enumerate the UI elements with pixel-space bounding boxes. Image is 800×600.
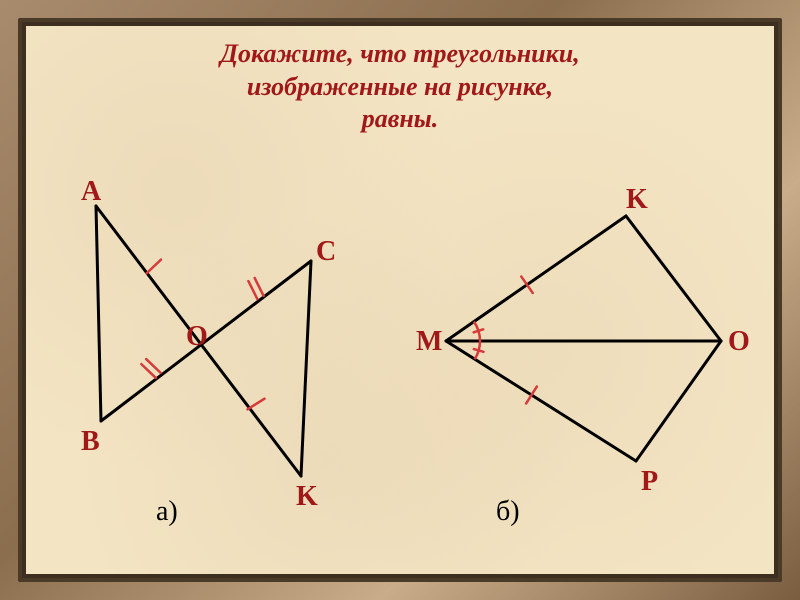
figure-b — [446, 216, 721, 461]
point-label-a-K: K — [296, 481, 318, 513]
point-label-b-P: P — [641, 466, 658, 498]
wooden-frame: Докажите, что треугольники, изображенные… — [0, 0, 800, 600]
canvas: Докажите, что треугольники, изображенные… — [26, 26, 774, 574]
point-label-a-C: C — [316, 236, 336, 268]
point-label-a-A: A — [81, 176, 101, 208]
point-label-b-O: O — [728, 326, 750, 358]
point-label-a-B: B — [81, 426, 100, 458]
point-label-b-M: M — [416, 326, 442, 358]
point-label-a-O: O — [186, 321, 208, 353]
sub-label-b: б) — [496, 496, 520, 528]
sub-label-a: а) — [156, 496, 178, 528]
point-label-b-K: K — [626, 184, 648, 216]
geometry-svg — [26, 26, 774, 574]
inner-border: Докажите, что треугольники, изображенные… — [18, 18, 782, 582]
